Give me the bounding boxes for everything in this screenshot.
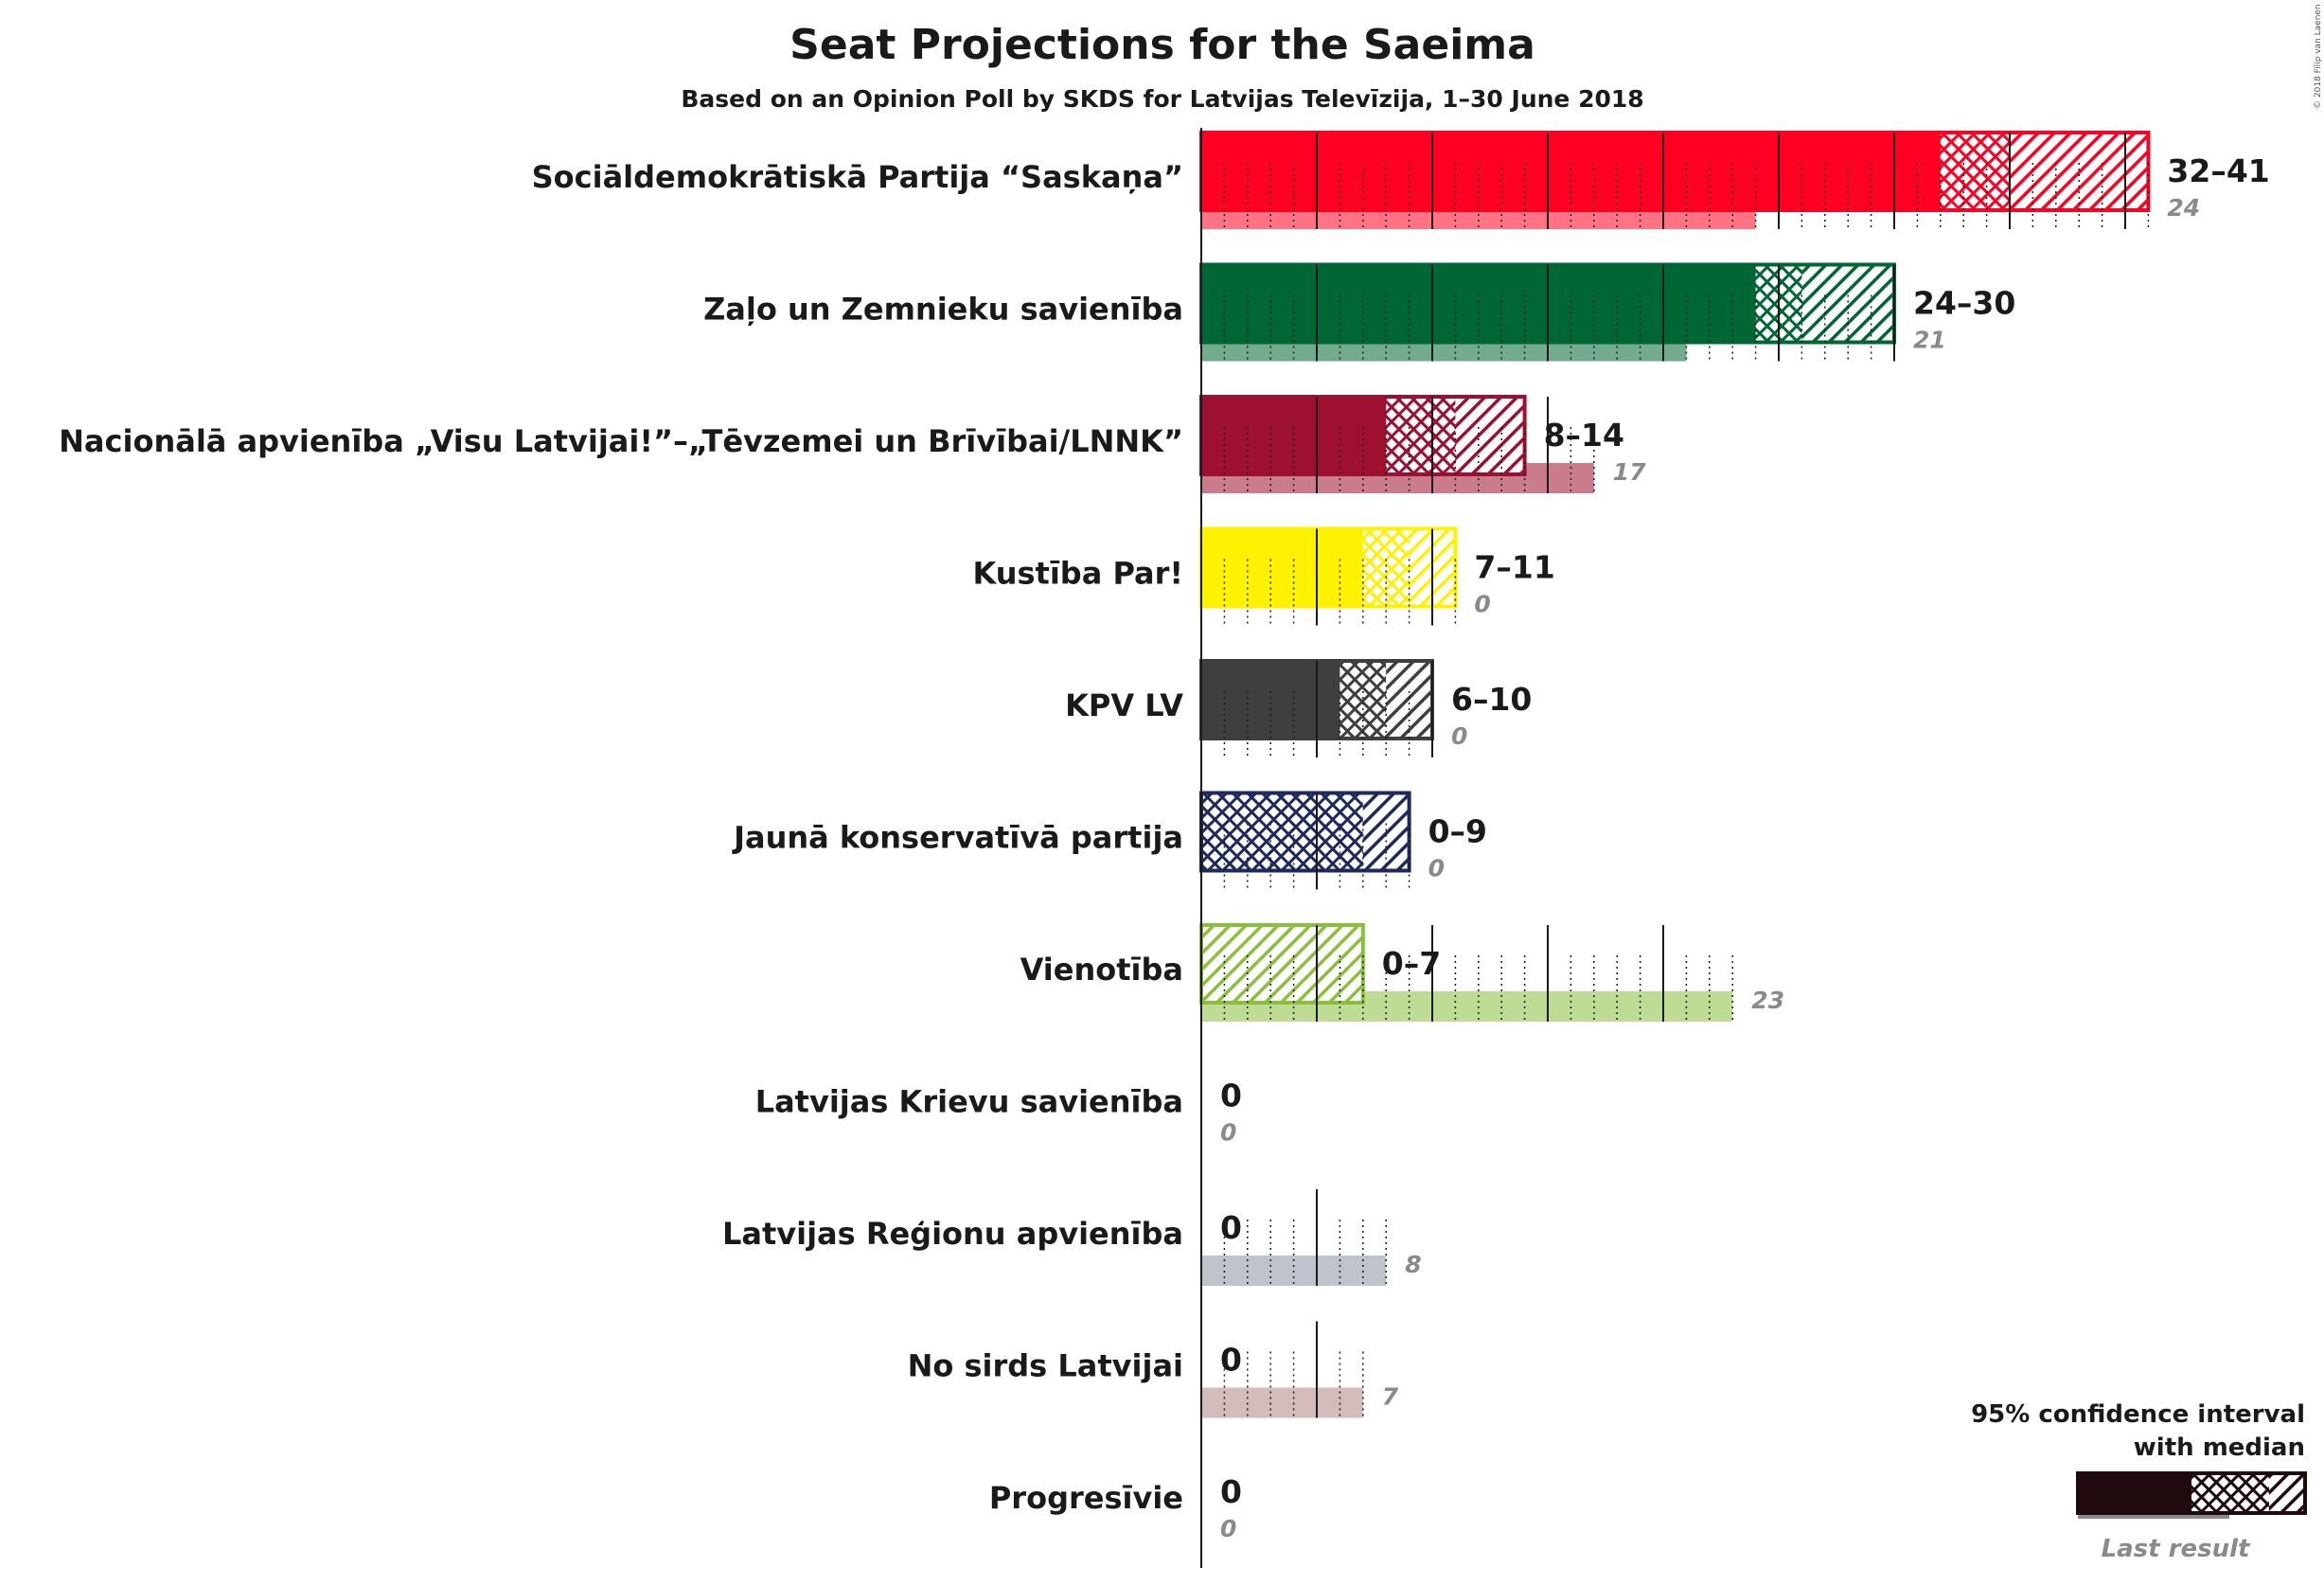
legend-last-result-label: Last result (2102, 1535, 2251, 1563)
last-result-label: 21 (1913, 327, 1946, 354)
party-name: Vienotība (1020, 952, 1183, 988)
range-label: 0 (1220, 1342, 1242, 1379)
range-label: 0 (1220, 1209, 1242, 1246)
party-name: Sociāldemokrātiskā Partija “Saskaņa” (532, 159, 1183, 195)
last-result-bar (1201, 1387, 1363, 1418)
last-result-label: 0 (1451, 722, 1467, 750)
legend-outline (2076, 1471, 2307, 1515)
range-label: 8–14 (1544, 417, 1624, 454)
party-row: Sociāldemokrātiskā Partija “Saskaņa” 32–4… (532, 131, 2270, 229)
party-row: KPV LV 6–10 0 (1065, 659, 1532, 757)
party-name: Kustība Par! (972, 556, 1183, 592)
party-row: Zaļo un Zemnieku savienība 24–30 21 (703, 262, 2015, 362)
party-name: Progresīvie (989, 1480, 1183, 1516)
chart-subtitle: Based on an Opinion Poll by SKDS for Lat… (681, 85, 1643, 113)
last-result-label: 23 (1751, 987, 1784, 1014)
last-result-label: 0 (1428, 855, 1445, 882)
range-label: 0–7 (1382, 945, 1441, 982)
range-label: 7–11 (1474, 549, 1554, 586)
party-name: KPV LV (1065, 687, 1183, 723)
range-label: 32–41 (2167, 152, 2269, 189)
last-result-label: 17 (1613, 458, 1646, 486)
range-label: 0 (1220, 1473, 1242, 1510)
range-label: 6–10 (1451, 681, 1532, 718)
ci-lower-band (1201, 792, 1363, 871)
chart-title: Seat Projections for the Saeima (789, 21, 1535, 69)
legend-crosshatch-swatch (2191, 1473, 2269, 1513)
range-label: 0 (1220, 1077, 1242, 1114)
legend-solid-swatch (2078, 1473, 2191, 1513)
legend-hatch-swatch (2269, 1473, 2305, 1513)
party-row: Jaunā konservatīvā partija 0–9 0 (732, 791, 1487, 890)
ci-upper-band (1201, 925, 1363, 1003)
legend: 95% confidence interval with median Last… (1971, 1400, 2307, 1563)
legend-title-line1: 95% confidence interval (1971, 1400, 2305, 1429)
party-name: Jaunā konservatīvā partija (732, 820, 1183, 856)
party-row: Latvijas Krievu savienība 0 0 (755, 1077, 1242, 1147)
bars-layer: Sociāldemokrātiskā Partija “Saskaņa” 32–4… (59, 131, 2270, 1542)
party-row: No sirds Latvijai 0 7 (908, 1321, 1399, 1418)
ci-upper-band (1455, 397, 1525, 474)
last-result-label: 7 (1382, 1383, 1399, 1411)
last-result-label: 24 (2167, 194, 2200, 222)
party-name: Latvijas Reģionu apvienība (722, 1216, 1183, 1252)
ci-lower-band (1386, 397, 1456, 474)
ci-lower-band (1940, 133, 2010, 210)
last-result-label: 0 (1220, 1515, 1236, 1542)
legend-title-line2: with median (2134, 1434, 2305, 1462)
party-name: Latvijas Krievu savienība (755, 1084, 1183, 1120)
copyright-notice: © 2018 Filip van Laenen (2314, 4, 2323, 109)
median-bar (1201, 133, 2010, 210)
range-label: 24–30 (1913, 285, 2015, 322)
party-name: Nacionālā apvienība „Visu Latvijai!”–„Tē… (59, 423, 1183, 459)
party-row: Latvijas Reģionu apvienība 0 8 (722, 1189, 1422, 1286)
party-row: Progresīvie 0 0 (989, 1473, 1242, 1542)
last-result-label: 0 (1474, 591, 1490, 618)
party-row: Kustība Par! 7–11 0 (972, 526, 1555, 626)
party-row: Vienotība 0–7 23 (1020, 923, 1784, 1022)
party-name: No sirds Latvijai (908, 1348, 1183, 1384)
party-row: Nacionālā apvienība „Visu Latvijai!”–„Tē… (59, 395, 1646, 493)
party-name: Zaļo un Zemnieku savienība (703, 292, 1183, 328)
last-result-label: 0 (1220, 1119, 1236, 1147)
range-label: 0–9 (1428, 813, 1487, 850)
last-result-label: 8 (1405, 1251, 1421, 1278)
